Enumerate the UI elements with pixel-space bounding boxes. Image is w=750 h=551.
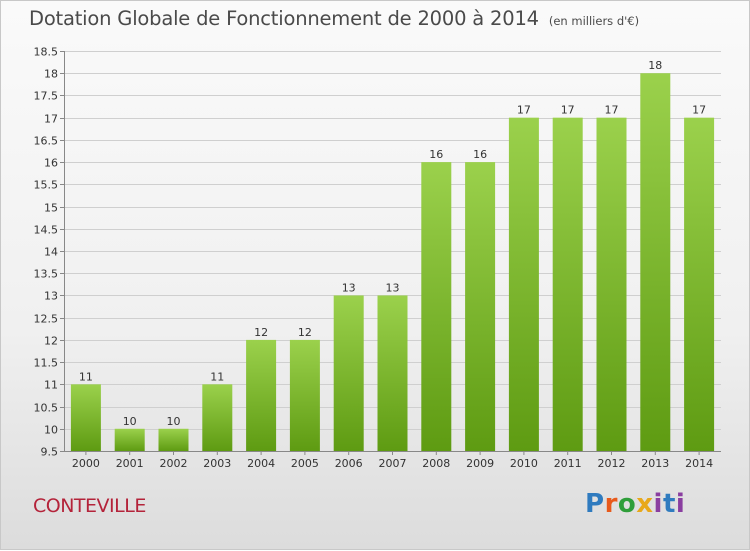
y-tick-label: 18.5 <box>34 46 59 59</box>
y-tick-label: 15 <box>44 202 58 215</box>
y-tick-label: 11 <box>44 379 58 392</box>
y-tick-label: 17 <box>44 113 58 126</box>
x-tick-label: 2012 <box>598 457 626 470</box>
title-row: Dotation Globale de Fonctionnement de 20… <box>29 7 639 30</box>
bar <box>508 117 539 452</box>
x-tick-label: 2014 <box>685 457 713 470</box>
y-tick-label: 18 <box>44 68 58 81</box>
bar <box>202 384 233 451</box>
bar <box>158 428 189 451</box>
bars <box>70 73 715 452</box>
bar <box>114 428 145 451</box>
x-tick-label: 2007 <box>379 457 407 470</box>
x-tick-label: 2003 <box>203 457 231 470</box>
y-tick-label: 11.5 <box>34 357 59 370</box>
y-tick-label: 16 <box>44 157 58 170</box>
x-tick-label: 2005 <box>291 457 319 470</box>
bar <box>333 295 364 451</box>
x-tick-label: 2011 <box>554 457 582 470</box>
bar <box>640 73 671 451</box>
x-tick-label: 2002 <box>160 457 188 470</box>
x-tick-label: 2013 <box>641 457 669 470</box>
y-tick-label: 12 <box>44 335 58 348</box>
data-label: 16 <box>429 148 443 161</box>
bar <box>596 117 627 452</box>
y-tick-label: 9.5 <box>41 446 59 459</box>
data-label: 12 <box>298 326 312 339</box>
bar <box>377 295 408 451</box>
bar <box>684 117 715 452</box>
y-tick-label: 12.5 <box>34 313 59 326</box>
data-label: 11 <box>79 370 93 383</box>
x-tick-label: 2010 <box>510 457 538 470</box>
data-label: 17 <box>561 104 575 117</box>
commune-name: CONTEVILLE <box>33 495 146 517</box>
axes <box>60 51 721 455</box>
data-label: 10 <box>167 415 181 428</box>
chart-subtitle: (en milliers d'€) <box>548 14 640 28</box>
bar <box>421 162 452 451</box>
bar <box>289 339 320 451</box>
data-label: 18 <box>648 59 662 72</box>
bar <box>246 339 277 451</box>
bar <box>70 384 101 451</box>
data-label: 17 <box>605 104 619 117</box>
data-label: 16 <box>473 148 487 161</box>
x-tick-labels: 2000 2001 2002 2003 2004 2005 2006 2007 2008 2009… <box>72 457 713 470</box>
x-tick-label: 2000 <box>72 457 100 470</box>
bar <box>552 117 583 452</box>
y-tick-labels: 9.5 10 10.5 11 11.5 12 12.5 13 13.5 14 14.5 15 15.5 1… <box>34 46 59 459</box>
y-tick-label: 13 <box>44 290 58 303</box>
y-tick-label: 16.5 <box>34 135 59 148</box>
y-tick-label: 14.5 <box>34 224 59 237</box>
y-tick-label: 17.5 <box>34 90 59 103</box>
x-tick-label: 2008 <box>422 457 450 470</box>
data-label: 17 <box>517 104 531 117</box>
data-label: 12 <box>254 326 268 339</box>
x-tick-label: 2004 <box>247 457 275 470</box>
x-tick-label: 2009 <box>466 457 494 470</box>
data-label: 17 <box>692 104 706 117</box>
y-tick-label: 10.5 <box>34 402 59 415</box>
y-tick-label: 14 <box>44 246 58 259</box>
bar <box>465 162 496 451</box>
data-labels: 11 10 10 11 12 12 13 13 16 16 17 17 17 18 17 <box>79 59 706 428</box>
x-tick-label: 2001 <box>116 457 144 470</box>
data-label: 13 <box>342 281 356 294</box>
proxiti-logo[interactable]: Proxiti <box>585 489 686 519</box>
x-tick-label: 2006 <box>335 457 363 470</box>
chart-title: Dotation Globale de Fonctionnement de 20… <box>29 7 539 30</box>
y-tick-label: 15.5 <box>34 179 59 192</box>
data-label: 10 <box>123 415 137 428</box>
y-tick-label: 13.5 <box>34 268 59 281</box>
data-label: 11 <box>210 370 224 383</box>
data-label: 13 <box>386 281 400 294</box>
y-tick-label: 10 <box>44 424 58 437</box>
